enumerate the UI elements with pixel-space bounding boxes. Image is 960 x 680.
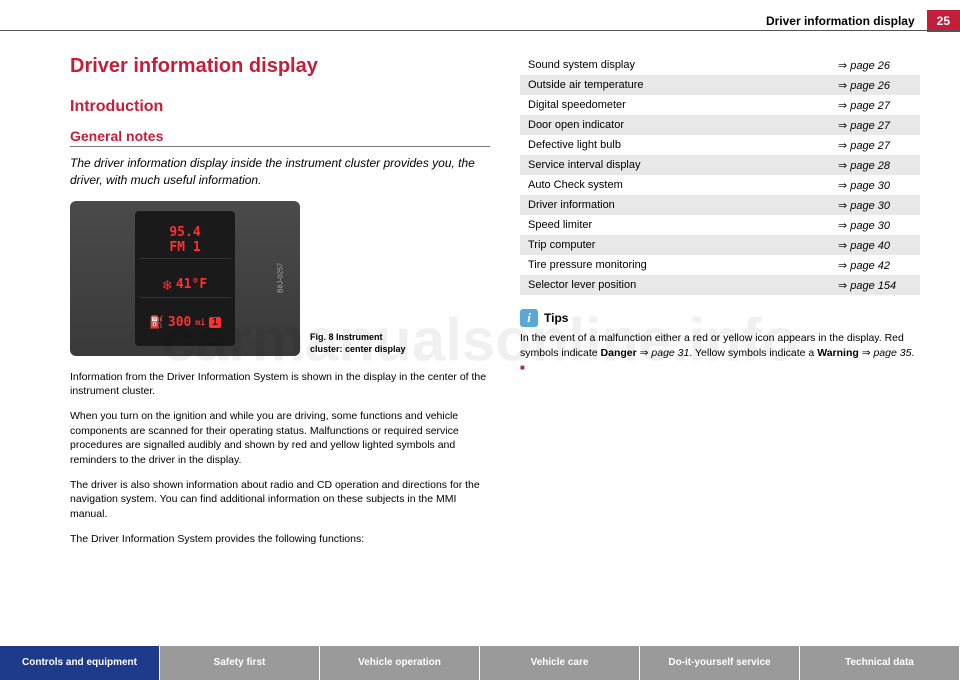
- fuel-icon: ⛽: [149, 315, 164, 329]
- table-row: Defective light bulb⇒ page 27: [520, 135, 920, 155]
- ref-label: Speed limiter: [520, 215, 830, 235]
- section-heading: Introduction: [70, 98, 490, 116]
- page-number: 25: [927, 10, 960, 32]
- table-row: Driver information⇒ page 30: [520, 195, 920, 215]
- footer-tabs: Controls and equipmentSafety firstVehicl…: [0, 646, 960, 680]
- table-row: Door open indicator⇒ page 27: [520, 115, 920, 135]
- ref-page: ⇒ page 27: [830, 115, 920, 135]
- fig-number: Fig. 8: [310, 332, 334, 342]
- ref-page: ⇒ page 30: [830, 215, 920, 235]
- ref-page: ⇒ page 40: [830, 235, 920, 255]
- footer-tab[interactable]: Controls and equipment: [0, 646, 160, 680]
- table-row: Trip computer⇒ page 40: [520, 235, 920, 255]
- figure-wrap: 95.4 FM 1 ❄ 41°F ⛽ 300 mi 1 B8J-0257: [70, 201, 490, 356]
- body-p1: Information from the Driver Information …: [70, 370, 490, 399]
- header-title: Driver information display: [766, 14, 927, 28]
- odo-value: 300: [168, 315, 191, 330]
- reference-table: Sound system display⇒ page 26Outside air…: [520, 55, 920, 295]
- tips-ref2-wrap: ⇒ page 35: [862, 347, 912, 359]
- page-title: Driver information display: [70, 55, 490, 78]
- radio-freq: 95.4: [169, 226, 200, 240]
- tips-end: .: [911, 347, 914, 359]
- table-row: Sound system display⇒ page 26: [520, 55, 920, 75]
- header-rule: [0, 30, 960, 31]
- table-row: Speed limiter⇒ page 30: [520, 215, 920, 235]
- page-header: Driver information display 25: [766, 10, 960, 32]
- odo-row: ⛽ 300 mi 1: [139, 312, 231, 333]
- snowflake-icon: ❄: [163, 276, 172, 294]
- ref-label: Auto Check system: [520, 175, 830, 195]
- figure-caption: Fig. 8 Instrument cluster: center displa…: [310, 332, 410, 355]
- ref-label: Tire pressure monitoring: [520, 255, 830, 275]
- end-square-icon: ■: [520, 363, 525, 372]
- ref-page: ⇒ page 30: [830, 195, 920, 215]
- table-row: Digital speedometer⇒ page 27: [520, 95, 920, 115]
- left-column: Driver information display Introduction …: [70, 55, 490, 556]
- radio-band: FM 1: [169, 241, 200, 255]
- image-ref-label: B8J-0257: [278, 263, 285, 293]
- odo-unit: mi: [195, 318, 205, 327]
- heading-underline: [70, 146, 490, 147]
- ref-page: ⇒ page 27: [830, 95, 920, 115]
- footer-tab[interactable]: Vehicle care: [480, 646, 640, 680]
- ref-label: Outside air temperature: [520, 75, 830, 95]
- ref-page: ⇒ page 28: [830, 155, 920, 175]
- content-area: Driver information display Introduction …: [70, 55, 930, 556]
- intro-paragraph: The driver information display inside th…: [70, 155, 490, 189]
- table-row: Tire pressure monitoring⇒ page 42: [520, 255, 920, 275]
- ref-label: Digital speedometer: [520, 95, 830, 115]
- subsection-heading: General notes: [70, 128, 490, 144]
- ref-page: ⇒ page 42: [830, 255, 920, 275]
- gear-badge: 1: [209, 317, 221, 328]
- table-row: Selector lever position⇒ page 154: [520, 275, 920, 295]
- ref-label: Driver information: [520, 195, 830, 215]
- ref-page: ⇒ page 30: [830, 175, 920, 195]
- ref-label: Door open indicator: [520, 115, 830, 135]
- table-row: Service interval display⇒ page 28: [520, 155, 920, 175]
- body-p3: The driver is also shown information abo…: [70, 478, 490, 522]
- ref-label: Service interval display: [520, 155, 830, 175]
- footer-tab[interactable]: Safety first: [160, 646, 320, 680]
- tips-ref1: page 31: [651, 347, 689, 359]
- radio-row: 95.4 FM 1: [139, 223, 231, 259]
- tips-header: i Tips: [520, 309, 920, 327]
- footer-tab[interactable]: Vehicle operation: [320, 646, 480, 680]
- footer-tab[interactable]: Do-it-yourself service: [640, 646, 800, 680]
- tips-ref1-wrap: ⇒ page 31: [640, 347, 690, 359]
- table-row: Outside air temperature⇒ page 26: [520, 75, 920, 95]
- ref-page: ⇒ page 26: [830, 55, 920, 75]
- tips-warning: Warning: [817, 347, 859, 359]
- tips-mid: . Yellow symbols indicate a: [689, 347, 817, 359]
- table-row: Auto Check system⇒ page 30: [520, 175, 920, 195]
- right-column: Sound system display⇒ page 26Outside air…: [520, 55, 920, 556]
- body-p2: When you turn on the ignition and while …: [70, 409, 490, 468]
- reference-table-body: Sound system display⇒ page 26Outside air…: [520, 55, 920, 295]
- ref-page: ⇒ page 154: [830, 275, 920, 295]
- ref-label: Sound system display: [520, 55, 830, 75]
- info-icon: i: [520, 309, 538, 327]
- temp-row: ❄ 41°F: [139, 273, 231, 298]
- tips-danger: Danger: [601, 347, 637, 359]
- tips-text: In the event of a malfunction either a r…: [520, 331, 920, 375]
- ref-page: ⇒ page 26: [830, 75, 920, 95]
- instrument-cluster-image: 95.4 FM 1 ❄ 41°F ⛽ 300 mi 1 B8J-0257: [70, 201, 300, 356]
- ref-label: Trip computer: [520, 235, 830, 255]
- footer-tab[interactable]: Technical data: [800, 646, 960, 680]
- ref-label: Selector lever position: [520, 275, 830, 295]
- ref-page: ⇒ page 27: [830, 135, 920, 155]
- body-p4: The Driver Information System provides t…: [70, 532, 490, 547]
- tips-title: Tips: [544, 311, 568, 325]
- tips-ref2: page 35: [873, 347, 911, 359]
- cluster-screen: 95.4 FM 1 ❄ 41°F ⛽ 300 mi 1: [135, 211, 235, 346]
- temp-value: 41°F: [176, 277, 207, 292]
- ref-label: Defective light bulb: [520, 135, 830, 155]
